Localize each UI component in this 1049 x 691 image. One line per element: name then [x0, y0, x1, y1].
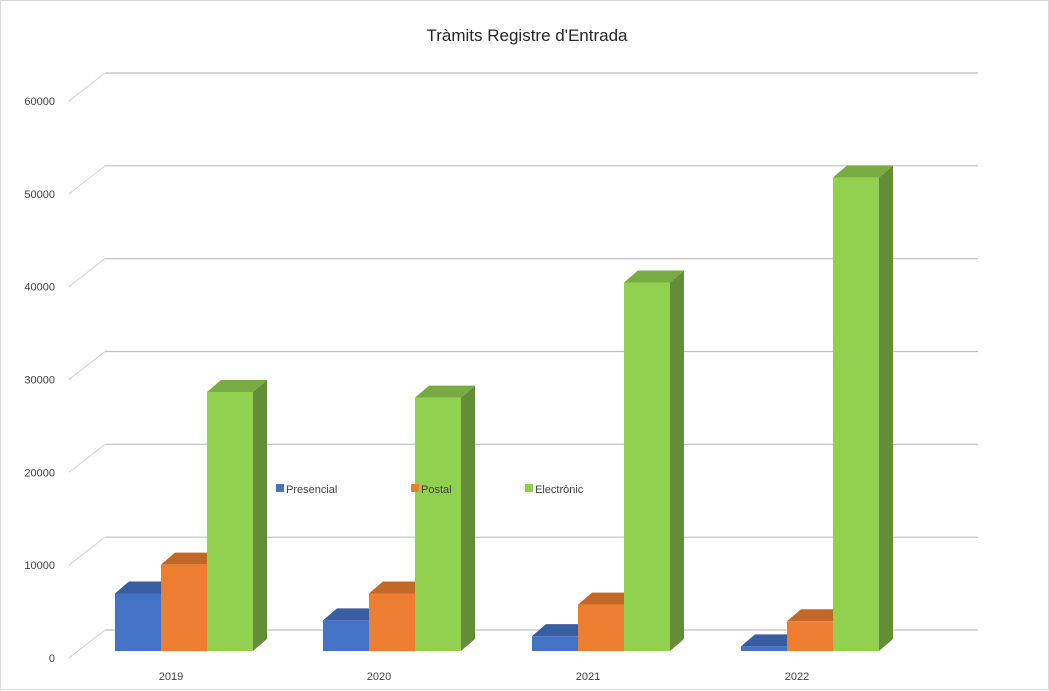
- bar-top: [787, 609, 847, 622]
- y-tick-label: 60000: [24, 96, 55, 108]
- bar-side: [253, 379, 267, 651]
- y-tick-label: 50000: [24, 189, 55, 201]
- bar-side: [670, 270, 684, 651]
- bar-top: [115, 581, 175, 594]
- gridline-side: [68, 443, 106, 473]
- legend-label: Postal: [421, 484, 452, 496]
- bar-front: [161, 564, 207, 651]
- bar-top: [323, 608, 383, 621]
- legend-label: Presencial: [286, 484, 337, 496]
- bar-top: [741, 634, 801, 647]
- bar-side: [879, 165, 893, 652]
- bar-electrnic-2022: [833, 165, 893, 652]
- legend-swatch: [411, 484, 419, 492]
- bar-front: [624, 282, 670, 651]
- bar-top: [369, 581, 429, 594]
- bar-front: [833, 177, 879, 652]
- x-ticks: 2019 2020 2021 2022: [159, 671, 809, 683]
- bar-top: [532, 624, 592, 637]
- legend-label: Electrònic: [535, 484, 584, 496]
- bars-layer: [115, 165, 893, 652]
- bar-front: [323, 620, 369, 651]
- bar-front: [369, 593, 415, 651]
- gridline-side: [68, 536, 106, 566]
- bar-electrnic-2021: [624, 270, 684, 651]
- legend-swatch: [525, 484, 533, 492]
- bar-top: [415, 385, 475, 398]
- gridline-side: [68, 351, 106, 380]
- bar-front: [415, 397, 461, 651]
- gridline-side: [68, 165, 106, 195]
- bar-front: [741, 646, 787, 651]
- legend-swatch: [276, 484, 284, 492]
- bar-top: [624, 270, 684, 283]
- chart-title: Tràmits Registre d'Entrada: [426, 26, 628, 45]
- gridline-side: [68, 72, 106, 102]
- y-tick-label: 20000: [24, 467, 55, 479]
- y-ticks: 0 10000 20000 30000 40000 50000 60000: [24, 96, 55, 665]
- bar-front: [115, 593, 161, 651]
- bar-top: [833, 165, 893, 178]
- bar-front: [207, 391, 253, 651]
- x-tick-label: 2021: [576, 671, 600, 683]
- gridline-side: [68, 629, 106, 659]
- bar-front: [578, 604, 624, 651]
- y-tick-label: 10000: [24, 560, 55, 572]
- bar-front: [787, 621, 833, 651]
- bar-top: [207, 379, 267, 392]
- y-tick-label: 0: [49, 653, 55, 665]
- bar-top: [161, 552, 221, 565]
- bar-electrnic-2019: [207, 379, 267, 651]
- bar-side: [461, 385, 475, 651]
- y-tick-label: 40000: [24, 282, 55, 294]
- bar-electrnic-2020: [415, 385, 475, 651]
- y-tick-label: 30000: [24, 375, 55, 387]
- x-tick-label: 2022: [785, 671, 809, 683]
- bar-top: [578, 592, 638, 605]
- x-tick-label: 2019: [159, 671, 183, 683]
- legend: Presencial Postal Electrònic: [276, 484, 584, 496]
- x-tick-label: 2020: [367, 671, 391, 683]
- gridline-side: [68, 258, 106, 288]
- bar-front: [532, 636, 578, 651]
